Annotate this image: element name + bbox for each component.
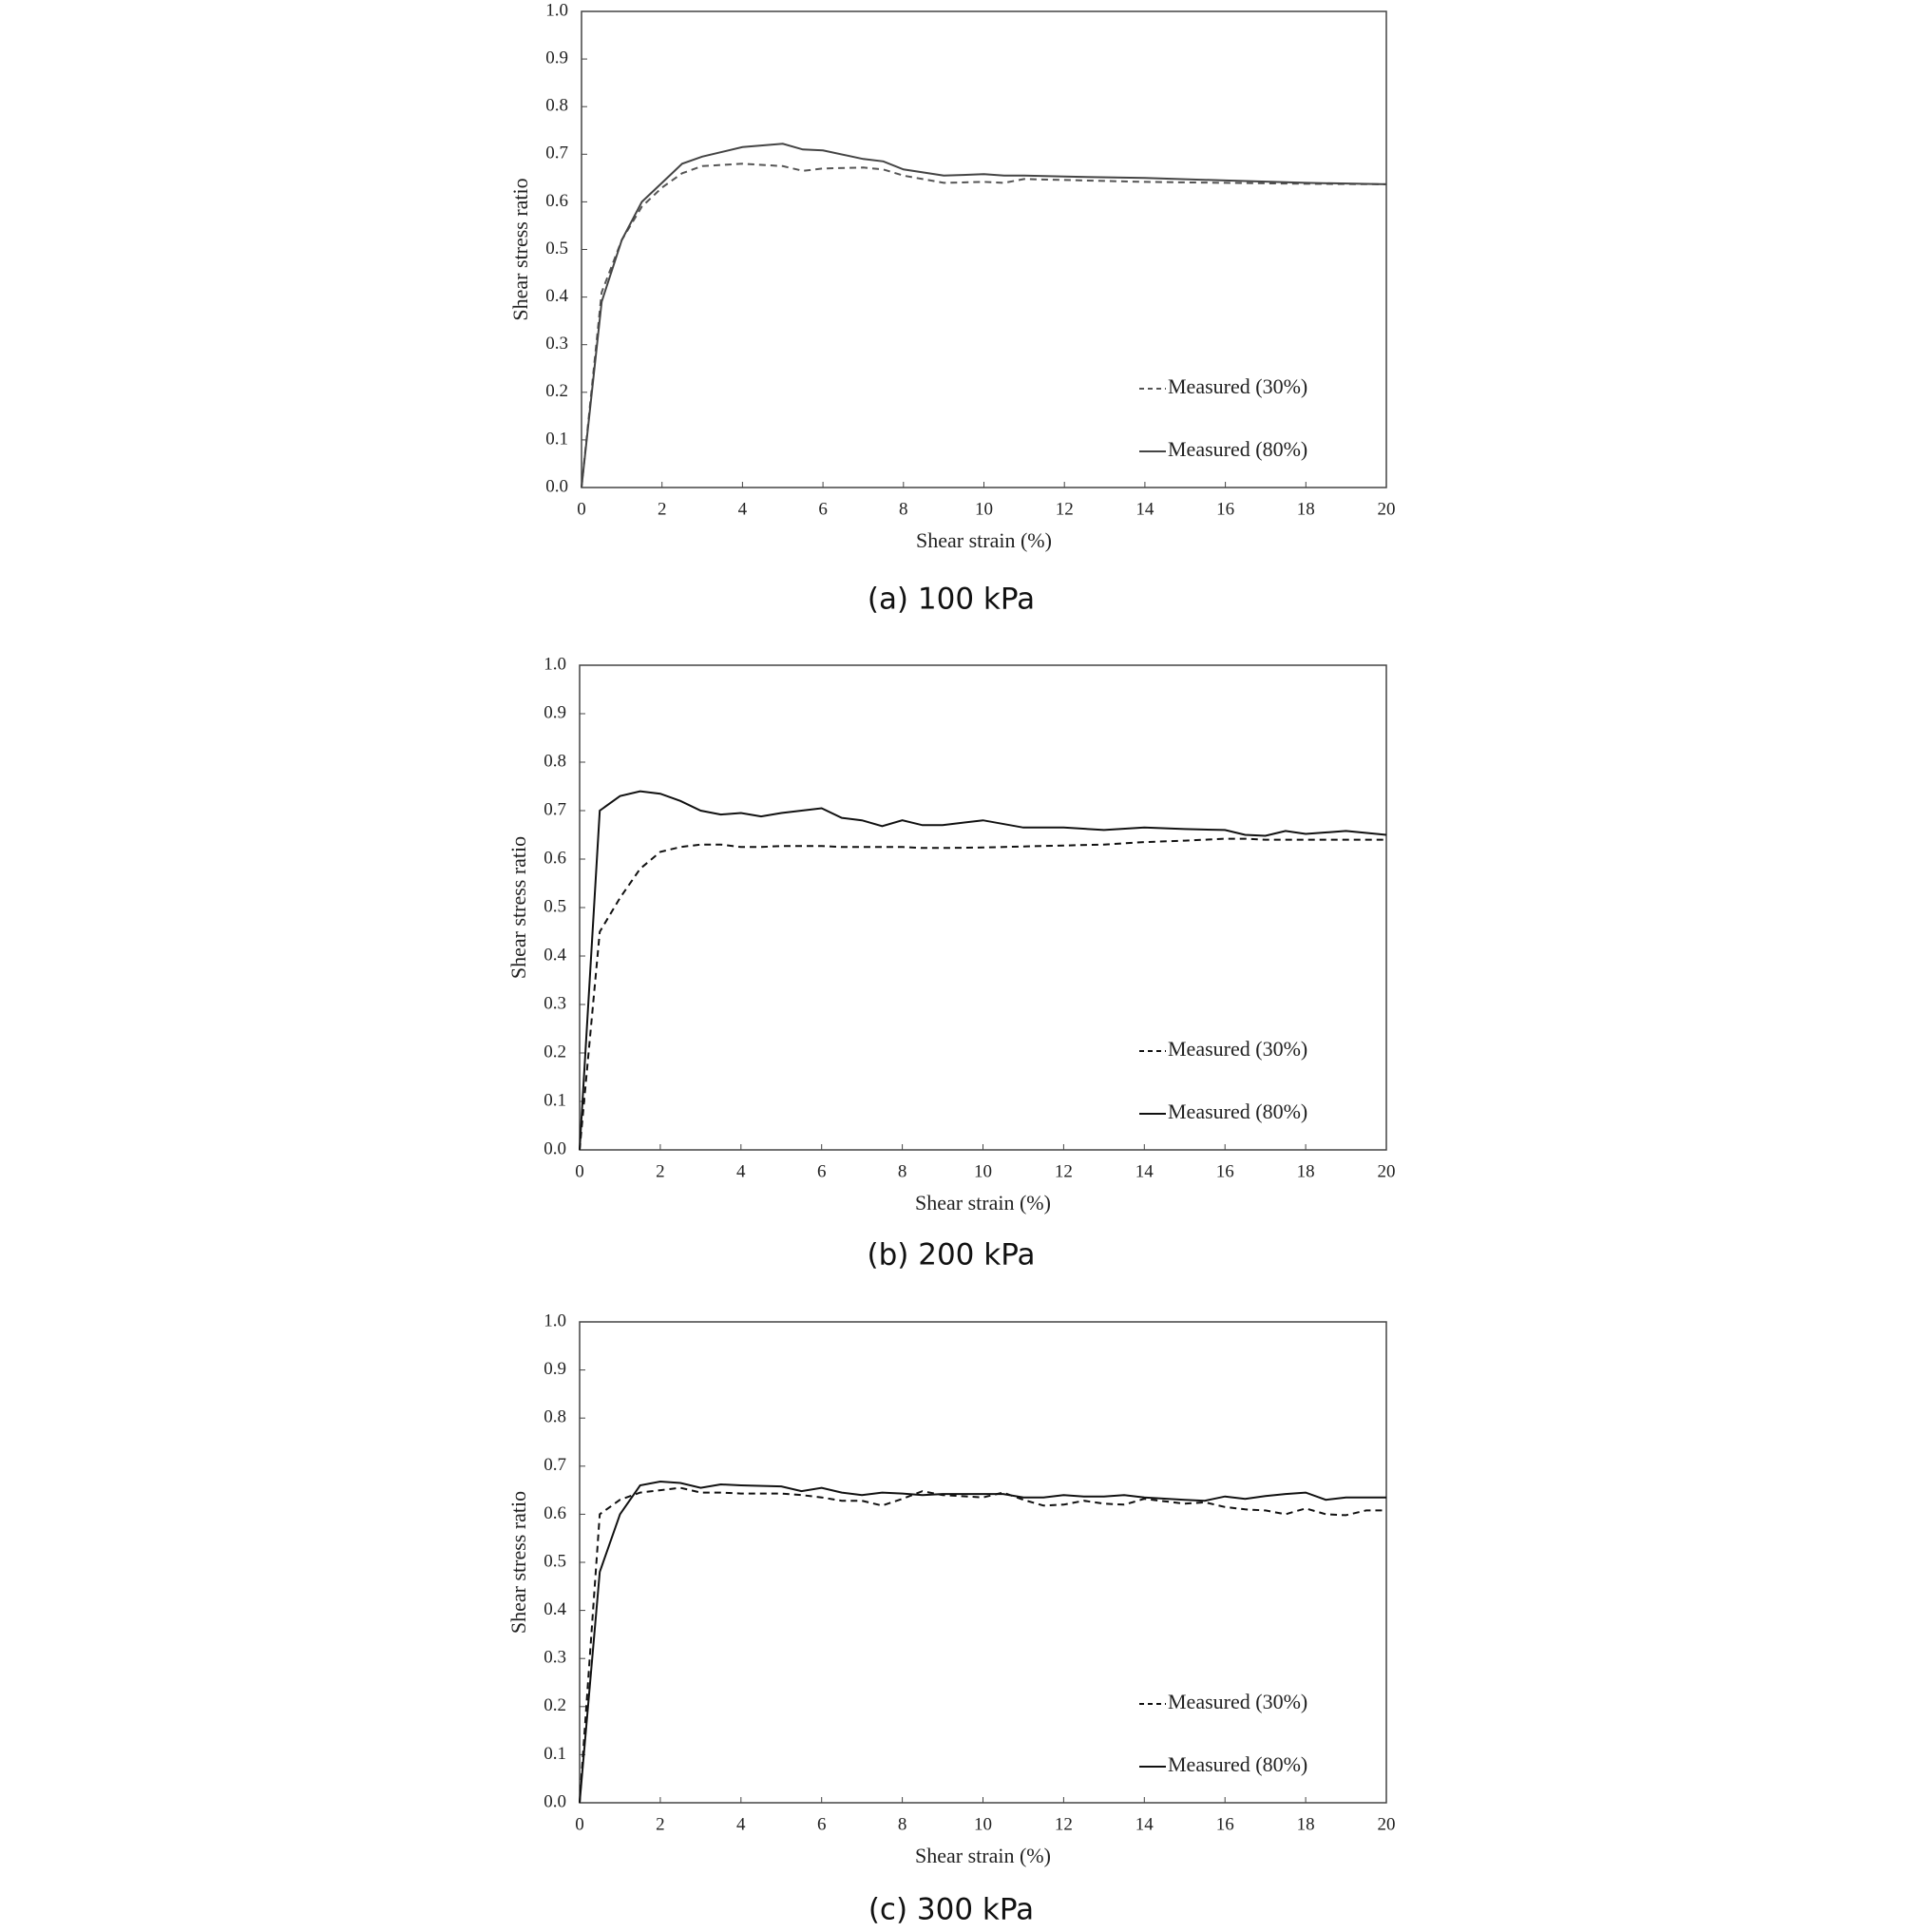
x-axis-label: Shear strain (%) bbox=[916, 528, 1052, 552]
y-tick-label: 0.5 bbox=[544, 1551, 566, 1571]
x-tick-label: 18 bbox=[1297, 499, 1315, 519]
series-line bbox=[581, 163, 1387, 488]
series-line bbox=[579, 1480, 1386, 1804]
x-tick-label: 14 bbox=[1135, 1161, 1154, 1181]
x-tick-label: 6 bbox=[818, 499, 828, 519]
legend-label: Measured (30%) bbox=[1168, 1690, 1307, 1713]
x-tick-label: 12 bbox=[1055, 1161, 1073, 1181]
x-tick-label: 14 bbox=[1135, 499, 1154, 519]
x-tick-label: 16 bbox=[1216, 1814, 1234, 1834]
y-tick-label: 1.0 bbox=[545, 0, 568, 20]
series-line bbox=[579, 790, 1387, 1151]
y-tick-label: 0.7 bbox=[545, 143, 568, 163]
x-tick-label: 12 bbox=[1055, 1814, 1073, 1834]
y-axis-label: Shear stress ratio bbox=[506, 1491, 530, 1634]
x-tick-label: 8 bbox=[898, 1814, 907, 1834]
x-tick-label: 4 bbox=[736, 1161, 746, 1181]
y-tick-label: 0.3 bbox=[545, 334, 568, 354]
series-line bbox=[581, 143, 1387, 488]
plot-frame bbox=[579, 1321, 1387, 1804]
legend-label: Measured (80%) bbox=[1168, 437, 1307, 461]
x-tick-label: 10 bbox=[974, 1161, 992, 1181]
x-axis-label: Shear strain (%) bbox=[915, 1191, 1051, 1215]
y-tick-label: 0.1 bbox=[544, 1090, 566, 1110]
x-tick-label: 2 bbox=[656, 1814, 665, 1834]
y-axis-label: Shear stress ratio bbox=[506, 836, 530, 979]
x-axis-label: Shear strain (%) bbox=[915, 1844, 1051, 1867]
series-line bbox=[579, 1486, 1386, 1804]
y-tick-label: 0.3 bbox=[544, 1648, 566, 1668]
y-tick-label: 0.7 bbox=[544, 799, 566, 819]
x-tick-label: 16 bbox=[1216, 1161, 1234, 1181]
x-tick-label: 16 bbox=[1216, 499, 1234, 519]
x-tick-label: 2 bbox=[656, 1161, 665, 1181]
y-tick-label: 0.3 bbox=[544, 993, 566, 1013]
y-tick-label: 0.4 bbox=[544, 945, 566, 965]
y-tick-label: 0.5 bbox=[545, 239, 568, 258]
y-tick-label: 0.0 bbox=[544, 1791, 566, 1811]
x-tick-label: 18 bbox=[1297, 1814, 1315, 1834]
y-tick-label: 0.1 bbox=[544, 1744, 566, 1764]
legend-label: Measured (30%) bbox=[1168, 374, 1307, 398]
x-tick-label: 18 bbox=[1297, 1161, 1315, 1181]
y-tick-label: 0.9 bbox=[545, 48, 568, 67]
y-tick-label: 0.6 bbox=[544, 848, 566, 868]
x-tick-label: 0 bbox=[577, 499, 586, 519]
x-tick-label: 12 bbox=[1056, 499, 1074, 519]
x-tick-label: 0 bbox=[575, 1161, 584, 1181]
y-tick-label: 0.4 bbox=[545, 286, 568, 306]
plot-frame bbox=[581, 10, 1387, 488]
legend-label: Measured (80%) bbox=[1168, 1752, 1307, 1776]
y-tick-label: 0.7 bbox=[544, 1455, 566, 1475]
x-tick-label: 10 bbox=[974, 1814, 992, 1834]
plot-frame bbox=[579, 664, 1387, 1151]
x-tick-label: 20 bbox=[1378, 1161, 1396, 1181]
chart-caption: (c) 300 kPa bbox=[868, 1893, 1034, 1927]
x-tick-label: 0 bbox=[575, 1814, 584, 1834]
y-tick-label: 0.2 bbox=[545, 381, 568, 401]
y-tick-label: 0.5 bbox=[544, 896, 566, 916]
x-tick-label: 4 bbox=[736, 1814, 746, 1834]
chart-caption: (a) 100 kPa bbox=[868, 583, 1035, 617]
y-tick-label: 1.0 bbox=[544, 654, 566, 674]
x-tick-label: 6 bbox=[817, 1161, 827, 1181]
x-tick-label: 8 bbox=[898, 1161, 907, 1181]
y-tick-label: 0.9 bbox=[544, 702, 566, 722]
y-tick-label: 0.0 bbox=[545, 476, 568, 496]
x-tick-label: 20 bbox=[1378, 1814, 1396, 1834]
x-tick-label: 8 bbox=[899, 499, 908, 519]
y-tick-label: 0.2 bbox=[544, 1695, 566, 1715]
legend-label: Measured (80%) bbox=[1168, 1100, 1307, 1123]
y-axis-label: Shear stress ratio bbox=[508, 178, 532, 320]
y-tick-label: 0.8 bbox=[545, 96, 568, 116]
y-tick-label: 0.6 bbox=[544, 1503, 566, 1523]
y-tick-label: 0.8 bbox=[544, 751, 566, 771]
y-tick-label: 0.6 bbox=[545, 191, 568, 211]
x-tick-label: 4 bbox=[738, 499, 748, 519]
chart-caption: (b) 200 kPa bbox=[868, 1238, 1036, 1272]
y-tick-label: 0.0 bbox=[544, 1138, 566, 1158]
y-tick-label: 0.4 bbox=[544, 1599, 566, 1619]
y-tick-label: 0.9 bbox=[544, 1359, 566, 1379]
y-tick-label: 1.0 bbox=[544, 1310, 566, 1330]
y-tick-label: 0.2 bbox=[544, 1042, 566, 1062]
x-tick-label: 6 bbox=[817, 1814, 827, 1834]
x-tick-label: 20 bbox=[1378, 499, 1396, 519]
series-line bbox=[579, 837, 1386, 1151]
x-tick-label: 14 bbox=[1135, 1814, 1154, 1834]
x-tick-label: 2 bbox=[658, 499, 667, 519]
y-tick-label: 0.8 bbox=[544, 1407, 566, 1427]
x-tick-label: 10 bbox=[975, 499, 993, 519]
y-tick-label: 0.1 bbox=[545, 429, 568, 449]
legend-label: Measured (30%) bbox=[1168, 1037, 1307, 1061]
